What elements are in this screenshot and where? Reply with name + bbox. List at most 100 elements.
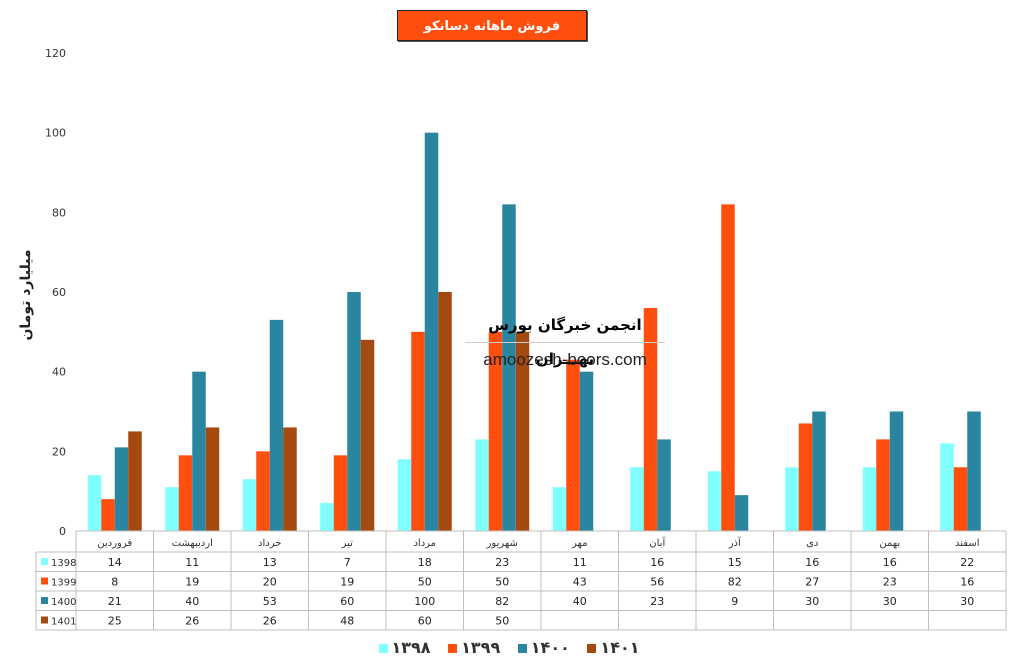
category-label-5: مرداد [413, 538, 436, 549]
table-value-1400-4: 60 [340, 595, 354, 608]
category-label-10: دی [806, 538, 818, 549]
category-label-8: آبان [649, 536, 666, 549]
table-value-1398-8: 16 [650, 556, 664, 569]
table-value-1398-4: 7 [344, 556, 351, 569]
table-value-1398-3: 13 [263, 556, 277, 569]
table-value-1399-7: 43 [573, 576, 587, 589]
y-tick-label-20: 20 [52, 445, 66, 458]
y-axis-label-box: میلیارد تومان [6, 249, 46, 341]
legend-label-1398: ۱۳۹۸ [391, 638, 431, 657]
table-value-1399-4: 19 [340, 576, 354, 589]
bar-1400-4 [347, 292, 361, 531]
table-value-1399-10: 27 [805, 576, 819, 589]
bar-1400-6 [502, 204, 516, 531]
bar-1401-1 [128, 431, 142, 531]
bar-1400-10 [812, 411, 826, 531]
table-value-1399-5: 50 [418, 576, 432, 589]
y-tick-label-120: 120 [45, 47, 66, 60]
table-key-1398 [41, 558, 48, 565]
table-value-1400-3: 53 [263, 595, 277, 608]
category-label-11: بهمن [879, 538, 900, 549]
legend-item-1398: ۱۳۹۸ [378, 638, 431, 657]
bar-1400-9 [734, 495, 749, 531]
watermark: انجمن خبرگان بورس تهـــران amoozesh-boor… [465, 308, 665, 377]
y-tick-label-80: 80 [52, 206, 66, 219]
table-value-1401-6: 50 [495, 615, 509, 628]
table-value-1400-2: 40 [185, 595, 199, 608]
table-series-label-1399: 1399 [51, 578, 76, 589]
y-tick-label-40: 40 [52, 366, 66, 379]
legend-label-1399: ۱۳۹۹ [461, 638, 501, 657]
bar-1399-9 [721, 204, 735, 531]
table-value-1399-12: 16 [960, 576, 974, 589]
legend: ۱۳۹۸ ۱۳۹۹ ۱۴۰۰ ۱۴۰۱ [0, 638, 1018, 657]
table-value-1399-6: 50 [495, 576, 509, 589]
table-series-label-1398: 1398 [51, 558, 76, 569]
bar-1400-11 [889, 411, 904, 531]
bar-1399-11 [876, 439, 890, 531]
legend-swatch-1398 [378, 644, 388, 653]
bar-1398-1 [87, 475, 102, 531]
bar-1398-11 [862, 467, 877, 531]
table-key-1401 [41, 616, 48, 624]
table-value-1398-6: 23 [495, 556, 509, 569]
bar-1399-10 [798, 423, 813, 531]
legend-swatch-1399 [448, 644, 458, 653]
bar-1399-1 [101, 499, 115, 531]
watermark-url: amoozesh-boors.com [483, 350, 647, 369]
bar-1398-4 [320, 503, 334, 531]
table-value-1398-9: 15 [728, 556, 742, 569]
table-value-1401-1: 25 [108, 615, 122, 628]
bar-1400-3 [269, 319, 284, 531]
bar-1399-8 [643, 307, 658, 531]
bar-1398-9 [707, 471, 722, 531]
legend-item-1401: ۱۴۰۱ [587, 638, 639, 657]
bar-1399-6 [488, 331, 503, 531]
table-value-1399-9: 82 [728, 576, 742, 589]
bar-1401-6 [515, 331, 530, 531]
bar-1400-8 [657, 439, 671, 531]
legend-label-1401: ۱۴۰۱ [600, 638, 640, 657]
bar-1398-2 [165, 487, 179, 531]
table-value-1401-2: 26 [185, 615, 199, 628]
category-label-1: فروردین [97, 538, 132, 549]
bar-1399-5 [411, 331, 425, 531]
table-value-1398-7: 11 [573, 556, 587, 569]
table-value-1400-12: 30 [960, 595, 974, 608]
bar-1400-12 [967, 411, 981, 531]
table-value-1400-11: 30 [883, 595, 897, 608]
table-value-1401-4: 48 [340, 615, 354, 628]
category-label-4: تیر [341, 538, 354, 549]
table-value-1399-2: 19 [185, 576, 199, 589]
table-key-1400 [41, 597, 48, 604]
category-label-12: اسفند [955, 538, 979, 549]
table-value-1401-3: 26 [263, 615, 277, 628]
bar-1399-2 [178, 455, 193, 531]
table-value-1398-12: 22 [960, 556, 974, 569]
category-label-9: آذر [728, 536, 742, 549]
table-value-1398-11: 16 [883, 556, 897, 569]
y-axis-label: میلیارد تومان [18, 249, 34, 341]
table-value-1399-3: 20 [263, 576, 277, 589]
bar-1400-5 [424, 132, 439, 532]
table-value-1400-5: 100 [414, 595, 435, 608]
legend-label-1400: ۱۴۰۰ [530, 638, 570, 657]
table-key-1399 [41, 577, 48, 585]
bar-1399-7 [566, 359, 580, 531]
bar-1398-7 [552, 487, 567, 531]
bar-1398-3 [242, 479, 257, 531]
table-value-1398-2: 11 [185, 556, 199, 569]
bar-1398-8 [630, 467, 644, 531]
table-series-label-1400: 1400 [51, 597, 76, 608]
y-tick-label-100: 100 [45, 127, 66, 140]
y-axis: 0 20 40 60 80 100 120 [45, 47, 66, 538]
bar-1398-12 [940, 443, 954, 531]
bar-1401-4 [360, 339, 375, 531]
bar-1401-2 [205, 427, 220, 531]
table-value-1398-1: 14 [108, 556, 122, 569]
data-table: فروردین اردیبهشت خرداد تیر مرداد شهریور مهر آبا… [35, 530, 1007, 631]
table-value-1400-6: 82 [495, 595, 509, 608]
legend-item-1400: ۱۴۰۰ [517, 638, 570, 657]
table-value-1400-10: 30 [805, 595, 819, 608]
